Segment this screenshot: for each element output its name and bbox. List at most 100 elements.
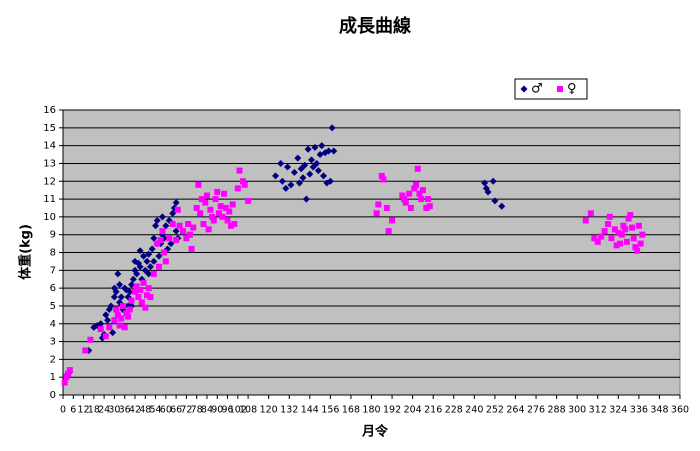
point <box>97 320 105 328</box>
point <box>330 147 338 155</box>
point <box>635 222 642 229</box>
point <box>66 367 73 374</box>
point <box>617 240 624 247</box>
point <box>278 177 286 185</box>
point <box>102 333 109 340</box>
x-tick-label: 348 <box>650 405 668 416</box>
point <box>380 176 387 183</box>
y-tick-label: 8 <box>50 248 56 259</box>
point <box>169 209 177 217</box>
point <box>198 196 205 203</box>
point <box>154 240 161 247</box>
y-tick-label: 15 <box>43 123 56 134</box>
point <box>113 306 120 313</box>
point <box>203 192 210 199</box>
point <box>620 222 627 229</box>
y-tick-label: 1 <box>50 372 56 383</box>
x-tick-label: 312 <box>589 405 607 416</box>
point <box>169 221 176 227</box>
point <box>615 229 622 236</box>
point <box>411 185 418 192</box>
point <box>117 293 125 301</box>
point <box>402 199 409 206</box>
point <box>406 190 413 197</box>
x-tick-label: 300 <box>568 405 586 416</box>
point <box>296 179 304 187</box>
x-tick-label: 108 <box>239 405 257 416</box>
point <box>116 322 123 329</box>
y-tick-label: 2 <box>50 354 56 365</box>
y-tick-label: 11 <box>43 194 56 205</box>
x-tick-label: 30 <box>108 405 120 416</box>
point <box>226 208 233 215</box>
point <box>200 221 207 227</box>
point <box>186 231 193 238</box>
point <box>158 213 166 221</box>
point <box>481 179 489 187</box>
point <box>622 226 629 233</box>
point <box>126 306 133 313</box>
point <box>125 313 132 320</box>
point <box>306 170 314 178</box>
point <box>637 240 644 247</box>
point <box>375 201 382 208</box>
x-tick-label: 78 <box>191 405 203 416</box>
point <box>185 221 192 227</box>
x-tick-label: 240 <box>465 405 483 416</box>
point <box>224 217 231 224</box>
point <box>416 190 423 197</box>
point <box>425 196 432 203</box>
point <box>236 167 243 174</box>
point <box>221 190 228 197</box>
point <box>207 206 214 213</box>
point <box>272 172 280 180</box>
point <box>419 187 426 194</box>
point <box>102 311 110 319</box>
y-tick-label: 5 <box>50 301 56 312</box>
point <box>245 197 252 204</box>
point <box>302 195 310 203</box>
point <box>146 263 154 271</box>
x-tick-label: 66 <box>170 405 182 416</box>
legend-marker <box>557 86 563 92</box>
point <box>414 165 421 172</box>
x-tick-label: 120 <box>260 405 278 416</box>
x-tick-label: 54 <box>150 405 162 416</box>
point <box>328 124 336 132</box>
point <box>311 143 319 151</box>
point <box>61 379 68 386</box>
point <box>591 235 598 242</box>
x-tick-label: 72 <box>180 405 192 416</box>
point <box>217 203 224 210</box>
y-tick-label: 16 <box>43 105 56 116</box>
point <box>162 222 170 230</box>
point <box>140 279 147 286</box>
point <box>407 204 414 211</box>
point <box>210 217 217 224</box>
point <box>423 204 430 211</box>
x-tick-label: 156 <box>321 405 339 416</box>
point <box>277 159 285 167</box>
point <box>131 288 138 295</box>
x-tick-label: 192 <box>383 405 401 416</box>
x-tick-label: 144 <box>301 405 319 416</box>
x-tick-label: 228 <box>445 405 463 416</box>
point <box>215 210 222 217</box>
point <box>136 247 144 255</box>
point <box>222 204 229 211</box>
point <box>234 185 241 192</box>
point <box>313 159 321 167</box>
point <box>284 163 292 171</box>
x-tick-label: 168 <box>342 405 360 416</box>
point <box>82 347 89 354</box>
x-tick-label: 204 <box>404 405 422 416</box>
point <box>152 222 160 230</box>
point <box>190 224 197 231</box>
point <box>167 240 175 248</box>
point <box>112 288 120 296</box>
point <box>159 228 166 235</box>
y-tick-label: 9 <box>50 230 56 241</box>
point <box>239 178 246 185</box>
point <box>122 286 130 294</box>
